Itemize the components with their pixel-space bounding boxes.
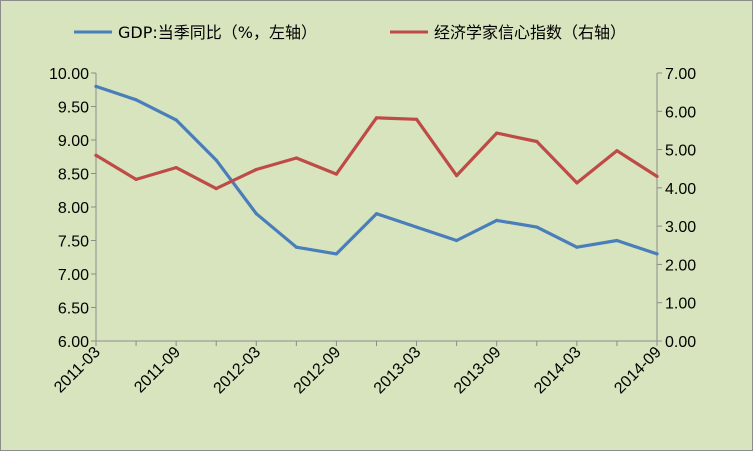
data-point-confidence	[94, 153, 98, 157]
data-point-gdp	[374, 212, 379, 216]
data-point-gdp	[455, 238, 459, 243]
data-point-confidence	[134, 177, 138, 182]
series-lines	[94, 84, 659, 256]
data-point-confidence	[655, 174, 659, 178]
data-point-gdp	[535, 225, 539, 229]
x-tick-label: 2014-09	[611, 344, 665, 398]
y-right-tick-label: 3.00	[665, 219, 696, 236]
x-tick-label: 2012-09	[291, 344, 345, 398]
y-left-tick-label: 7.00	[58, 267, 89, 284]
data-point-confidence	[615, 149, 619, 153]
y-right-tick-label: 1.00	[665, 296, 696, 313]
data-point-confidence	[214, 187, 218, 191]
y-right-tick-label: 6.00	[665, 104, 696, 121]
y-left-tick-label: 8.00	[58, 200, 89, 217]
x-tick-label: 2014-03	[531, 344, 585, 398]
y-left-tick-label: 7.50	[58, 234, 89, 251]
axes: 6.00 6.50 7.00 7.50 8.00 8.50 9.00 9.50 10.00 0.0…	[49, 66, 696, 397]
y-right-tick-label: 2.00	[665, 257, 696, 274]
data-point-confidence	[174, 165, 178, 170]
data-point-gdp	[655, 252, 659, 256]
x-tick-label: 2013-09	[451, 344, 505, 398]
x-tick-label: 2013-03	[371, 344, 425, 398]
y-right-tick-label: 7.00	[665, 66, 696, 83]
data-point-confidence	[374, 116, 379, 120]
x-tick-label: 2011-09	[131, 344, 184, 397]
data-point-gdp	[615, 238, 619, 243]
series-line-confidence	[94, 116, 659, 191]
data-point-confidence	[575, 181, 579, 185]
data-point-gdp	[254, 212, 258, 216]
y-left-tick-label: 6.00	[58, 334, 89, 351]
data-point-gdp	[134, 98, 138, 102]
data-point-gdp	[94, 84, 98, 88]
data-point-gdp	[414, 225, 419, 229]
data-point-confidence	[455, 174, 459, 178]
data-point-confidence	[254, 167, 258, 172]
y-right-tick-label: 5.00	[665, 143, 696, 160]
data-point-gdp	[294, 245, 298, 249]
data-point-confidence	[414, 117, 419, 121]
y-left-tick-label: 9.00	[58, 133, 89, 150]
data-point-gdp	[214, 158, 218, 162]
x-tick-label: 2011-03	[51, 344, 104, 397]
legend: GDP:当季同比（%，左轴） 经济学家信心指数（右轴）	[74, 23, 626, 42]
y-left-tick-label: 6.50	[58, 301, 89, 318]
x-tick-label: 2012-03	[211, 344, 265, 398]
data-point-confidence	[535, 139, 539, 144]
data-point-gdp	[495, 218, 499, 222]
y-left-tick-label: 10.00	[49, 66, 89, 83]
y-right-tick-label: 0.00	[665, 334, 696, 351]
data-point-gdp	[334, 252, 339, 256]
data-point-gdp	[174, 118, 178, 122]
y-right-tick-label: 4.00	[665, 181, 696, 198]
data-point-confidence	[334, 172, 339, 176]
data-point-confidence	[294, 156, 298, 160]
data-point-confidence	[495, 131, 499, 135]
legend-label-gdp: GDP:当季同比（%，左轴）	[118, 23, 317, 42]
data-point-gdp	[575, 245, 579, 249]
legend-label-confidence: 经济学家信心指数（右轴）	[434, 23, 626, 42]
y-left-tick-label: 9.50	[58, 100, 89, 117]
y-left-tick-label: 8.50	[58, 167, 89, 184]
